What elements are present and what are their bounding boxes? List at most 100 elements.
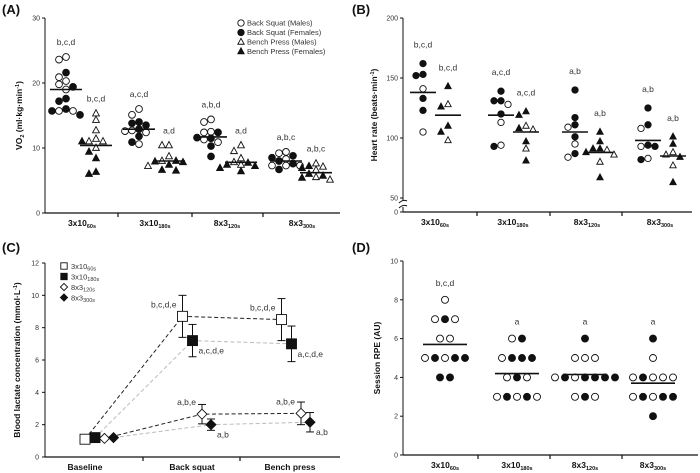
back-squat-point	[651, 142, 659, 151]
back-squat-point	[564, 153, 572, 161]
rpe-point	[649, 354, 657, 362]
y-tick-label: 0	[35, 455, 39, 462]
data-point	[286, 338, 297, 350]
back-squat-point	[62, 94, 70, 103]
panel-b-heart-rate: (B) 0 50 100 150 200 3x1060s 3x10180s 8x3120s 8x3…	[352, 2, 692, 229]
bench-press-point	[91, 143, 101, 151]
rpe-point	[669, 373, 677, 382]
back-squat-point	[419, 94, 427, 103]
back-squat-point	[504, 100, 512, 109]
bench-press-point	[84, 169, 94, 177]
back-squat-point	[571, 140, 579, 148]
y-tick-label: 8	[35, 325, 39, 332]
legend-label: 8x3300s	[71, 293, 95, 304]
back-squat-point	[419, 59, 427, 68]
rpe-point	[503, 373, 511, 382]
series-line	[84, 315, 282, 440]
y-axis-title: VO2 (ml·kg·min-1)	[14, 81, 26, 150]
significance-letters: a,c,d,e	[199, 346, 225, 356]
x-category-label: 8x3300s	[289, 218, 315, 230]
panel-a-vo2: (A) 0 10 20 30 3x1060s 3x10180s 8x3120s 8x3300s V…	[2, 2, 340, 230]
back-squat-point	[419, 106, 427, 115]
back-squat-point	[637, 142, 645, 151]
bench-press-point	[215, 163, 225, 171]
bench-press-point	[91, 115, 101, 123]
back-squat-point	[207, 115, 215, 124]
category-group: a,b a,b	[562, 66, 618, 181]
bench-press-point	[669, 177, 677, 186]
x-category-label: Bench press	[264, 462, 315, 472]
bench-press-point	[164, 140, 174, 149]
rpe-point	[523, 373, 531, 382]
rpe-point	[436, 334, 444, 343]
category-group: b,c,d b,c,d	[410, 40, 461, 144]
series: a,b,e a,b,e	[98, 396, 307, 445]
significance-letters: a,b,c	[277, 132, 296, 142]
significance-letters: a	[651, 317, 656, 327]
rpe-point	[493, 392, 501, 401]
rpe-point	[571, 392, 579, 401]
legend-marker	[237, 19, 245, 27]
rpe-point	[451, 354, 459, 362]
back-squat-point	[207, 127, 215, 136]
series-line	[94, 340, 292, 438]
back-squat-point	[275, 165, 283, 174]
rpe-point	[591, 392, 599, 401]
x-category-label: Back squat	[169, 462, 215, 472]
rpe-point	[513, 392, 521, 401]
legend: Back Squat (Males)Back Squat (Females)Be…	[237, 19, 326, 56]
data-point	[187, 335, 198, 347]
x-category-label: Baseline	[68, 462, 103, 472]
back-squat-point	[214, 128, 222, 137]
significance-letters: a,d	[235, 125, 247, 135]
x-category-label: 8x3300s	[640, 460, 666, 472]
series: a,c,d,e a,c,d,e	[89, 323, 324, 444]
back-squat-point	[69, 83, 77, 91]
x-category-label: 3x10180s	[501, 460, 532, 472]
significance-letters: a,d	[163, 125, 175, 135]
bench-press-point	[236, 153, 246, 162]
rpe-point	[611, 373, 619, 382]
rpe-point	[581, 392, 589, 401]
back-squat-point	[571, 113, 579, 122]
bench-press-point	[98, 136, 108, 145]
y-axis-title: Heart rate (beats·min-1)	[369, 68, 379, 161]
data-point	[196, 408, 208, 420]
back-squat-point	[490, 97, 498, 105]
significance-letters: a,c,d,e	[298, 349, 324, 359]
x-category-label: 3x10180s	[497, 217, 528, 229]
legend-marker	[60, 262, 68, 270]
back-squat-point	[55, 55, 63, 64]
rpe-point	[669, 392, 677, 401]
rpe-point	[451, 315, 459, 324]
back-squat-point	[571, 121, 579, 129]
back-squat-point	[637, 124, 645, 133]
x-category-label: 3x1060s	[431, 460, 459, 472]
category-group: a,c,d a,d	[121, 89, 188, 174]
legend-marker	[237, 37, 245, 45]
axis-break-mark	[398, 199, 408, 209]
x-category-label: 3x10180s	[139, 218, 170, 230]
y-tick-label: 10	[32, 146, 40, 153]
bench-press-point	[522, 106, 530, 115]
back-squat-point	[76, 110, 84, 119]
significance-letters: a,b	[667, 113, 679, 123]
y-tick-label: 10	[390, 259, 398, 266]
bench-press-point	[143, 161, 153, 170]
rpe-point	[581, 354, 589, 362]
rpe-point	[639, 373, 647, 382]
legend-label: Bench Press (Females)	[247, 47, 326, 56]
back-squat-point	[128, 126, 136, 135]
back-squat-point	[62, 77, 70, 85]
significance-letters: b,c,d	[57, 37, 76, 47]
back-squat-point	[55, 107, 63, 115]
significance-letters: b,c,d,e	[151, 299, 177, 309]
back-squat-point	[200, 118, 208, 126]
rpe-point	[436, 373, 444, 382]
bench-press-point	[91, 125, 101, 134]
y-axis-title: Blood lactate concentration (mmol·L-1)	[12, 282, 22, 438]
y-tick-label: 0	[394, 210, 398, 217]
back-squat-point	[128, 110, 136, 119]
rpe-point	[518, 334, 526, 343]
